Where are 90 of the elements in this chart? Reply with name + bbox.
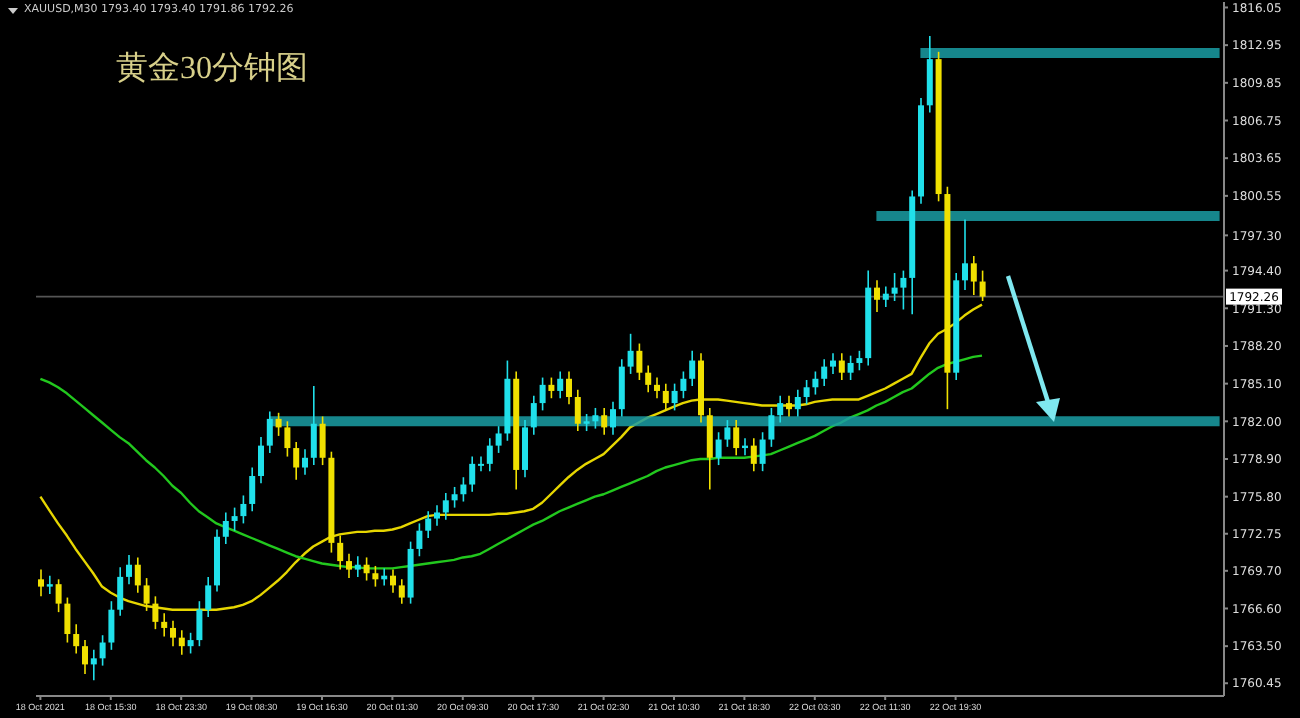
candlestick <box>117 566 124 617</box>
candlestick <box>566 370 572 406</box>
candlestick <box>979 269 986 302</box>
candlestick <box>874 279 880 313</box>
candlestick <box>962 218 968 291</box>
candlestick <box>442 492 449 521</box>
candlestick <box>539 376 546 412</box>
candlestick <box>926 35 933 114</box>
candlestick <box>390 568 396 594</box>
candlestick <box>592 407 599 430</box>
candlestick <box>768 407 775 448</box>
candlestick <box>346 553 352 579</box>
candlestick <box>354 555 361 578</box>
candlestick <box>64 596 71 644</box>
candlestick <box>425 510 432 539</box>
candlestick <box>486 437 493 472</box>
candlestick <box>398 578 405 605</box>
candlestick <box>636 342 643 381</box>
candlestick <box>82 639 88 675</box>
candlestick <box>170 619 176 647</box>
candlestick <box>363 556 370 582</box>
candlestick <box>284 420 291 458</box>
candlestick <box>856 350 863 372</box>
candlestick <box>73 623 80 655</box>
candlestick <box>610 401 616 436</box>
candlestick <box>733 419 740 457</box>
candlestick <box>38 568 44 598</box>
candlestick <box>302 448 308 476</box>
candlestick <box>548 376 555 400</box>
candlestick <box>671 382 678 412</box>
candlestick <box>205 576 212 618</box>
candlestick <box>812 370 819 396</box>
candlestick <box>574 388 581 432</box>
candlestick <box>627 333 634 375</box>
candlestick <box>662 382 669 412</box>
candlestick <box>460 476 467 503</box>
candlestick <box>258 436 264 485</box>
candlestick <box>759 431 766 472</box>
candlestick <box>451 486 458 509</box>
candlestick <box>557 370 564 400</box>
candlestick <box>275 412 282 437</box>
candlestick <box>319 415 326 466</box>
candlestick <box>891 272 898 302</box>
candlestick <box>777 394 784 424</box>
candlestick <box>434 504 440 527</box>
candlestick <box>794 388 801 418</box>
candlestick <box>680 370 687 400</box>
candlestick <box>337 534 344 571</box>
candlestick <box>293 441 300 481</box>
candlestick <box>706 407 713 491</box>
candlestick <box>750 437 757 472</box>
candlestick <box>882 285 889 308</box>
candlestick <box>724 419 731 448</box>
candlestick <box>90 649 97 681</box>
candlestick <box>108 600 115 651</box>
candlestick <box>99 634 106 667</box>
candlestick <box>46 574 53 595</box>
candlestick <box>838 352 845 381</box>
candlestick <box>187 632 194 655</box>
candlestick <box>222 511 229 545</box>
candlestick <box>601 407 608 436</box>
candlestick <box>900 269 907 311</box>
candlestick <box>231 506 238 532</box>
candlestick <box>196 600 203 647</box>
candlestick <box>310 385 317 466</box>
candlestick <box>970 255 977 296</box>
candlestick <box>240 494 247 525</box>
candlestick <box>715 431 722 466</box>
candlestick <box>266 410 273 454</box>
candlestick <box>821 358 828 387</box>
candlestick <box>830 352 836 375</box>
candlestick <box>55 578 62 613</box>
candlestick <box>372 565 379 588</box>
candlestick <box>803 379 810 406</box>
candlestick <box>134 556 141 594</box>
candlestick <box>416 522 423 558</box>
candlestick <box>786 394 792 418</box>
candlestick <box>689 350 696 387</box>
candlestick <box>126 554 132 585</box>
candlestick <box>495 425 502 454</box>
candlestick <box>654 376 660 400</box>
candlestick <box>618 358 625 418</box>
candlestick <box>645 364 652 393</box>
candlestick <box>249 466 256 513</box>
candlestick <box>847 354 854 381</box>
candlestick <box>469 455 476 493</box>
candlestick <box>178 629 185 656</box>
candlestick <box>530 394 537 436</box>
text: 黄金30分钟图 <box>116 49 308 90</box>
candlestick <box>522 419 528 479</box>
